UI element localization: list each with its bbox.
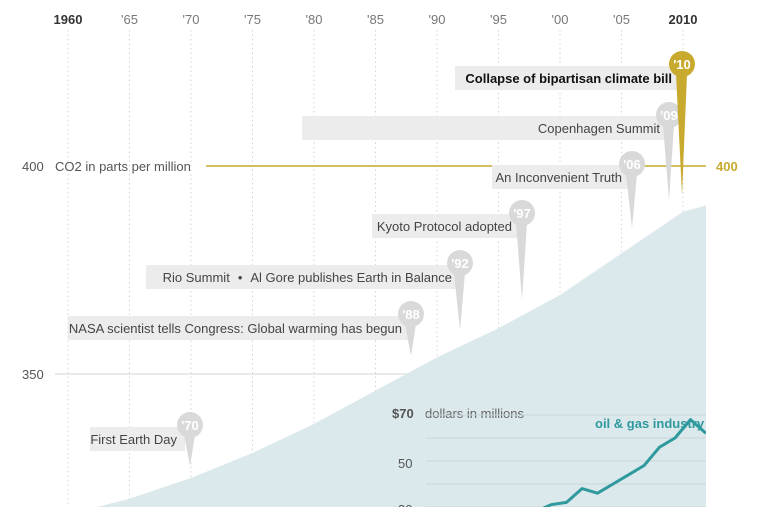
event-pointer [405, 324, 416, 356]
event-badge [177, 412, 203, 438]
event-label: An Inconvenient Truth [496, 170, 622, 185]
event-label-box [302, 116, 668, 140]
x-axis-ticks: 1960 '65 '70 '75 '80 '85 '90 '95 '00 '05 2010 [54, 12, 698, 27]
event-label: Copenhagen Summit [538, 121, 661, 136]
event-pointer [626, 174, 637, 228]
inset-y-tick-30: 30 [398, 502, 412, 507]
x-tick-label: '65 [121, 12, 138, 27]
event-badge [669, 51, 695, 77]
x-tick-label: '75 [244, 12, 261, 27]
y-tick-350: 350 [22, 367, 44, 382]
event-label: NASA scientist tells Congress: Global wa… [69, 321, 402, 336]
inset-series-label: oil & gas industry [595, 416, 705, 431]
event-label-box [492, 165, 630, 189]
x-tick-label: '00 [552, 12, 569, 27]
event-badge [619, 151, 645, 177]
event-badge [656, 102, 682, 128]
event-badge-year: '97 [513, 206, 531, 221]
x-tick-label: 1960 [54, 12, 83, 27]
event-pointer [516, 223, 527, 300]
x-tick-label: 2010 [669, 12, 698, 27]
event-badge [447, 250, 473, 276]
inset-unit-desc: dollars in millions [425, 406, 524, 421]
event-badge-year: '09 [660, 108, 678, 123]
event-1970: '70 First Earth Day [90, 412, 203, 466]
event-label-box [372, 214, 520, 238]
event-label: Kyoto Protocol adopted [377, 219, 512, 234]
event-pointer [663, 125, 674, 200]
x-tick-label: '85 [367, 12, 384, 27]
event-pointer [454, 273, 465, 330]
reference-label-400: 400 [716, 159, 738, 174]
event-label: Collapse of bipartisan climate bill [465, 71, 672, 86]
x-tick-label: '05 [613, 12, 630, 27]
x-tick-label: '95 [490, 12, 507, 27]
event-label: First Earth Day [90, 432, 177, 447]
event-label-box [146, 265, 460, 289]
y-tick-400: 400 [22, 159, 44, 174]
x-tick-label: '70 [183, 12, 200, 27]
event-label-box [455, 66, 680, 90]
co2-area-layer [80, 205, 707, 512]
event-badge-year: '88 [402, 307, 420, 322]
y-axis-label: CO2 in parts per million [55, 159, 191, 174]
event-badge-year: '92 [451, 256, 469, 271]
event-label-box [90, 427, 185, 451]
event-badge [509, 200, 535, 226]
event-label-box [68, 316, 410, 340]
inset-y-tick-50: 50 [398, 456, 412, 471]
inset-oil-gas-line [542, 418, 706, 507]
event-badge [398, 301, 424, 327]
x-tick-label: '90 [429, 12, 446, 27]
event-pointer [184, 435, 195, 466]
inset-unit-label: $70 [392, 406, 414, 421]
event-badge-year: '06 [623, 157, 641, 172]
event-label: Rio Summit • Al Gore publishes Earth in Ba… [163, 270, 452, 285]
event-badge-year: '10 [673, 57, 691, 72]
co2-area [80, 205, 707, 512]
x-tick-label: '80 [306, 12, 323, 27]
event-pointer [676, 74, 687, 195]
event-badge-year: '70 [181, 418, 199, 433]
inset-chart: $70 dollars in millions 50 30 oil & gas … [392, 406, 706, 512]
